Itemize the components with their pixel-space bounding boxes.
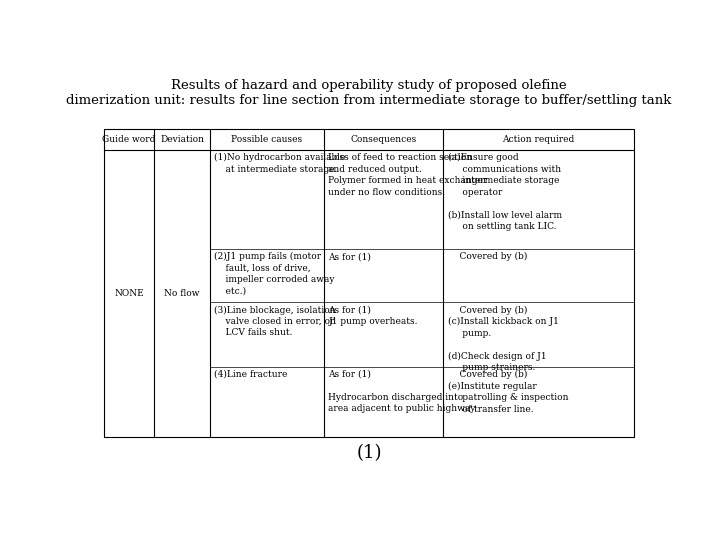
Text: NONE: NONE [114, 289, 144, 298]
Text: (1)No hydrocarbon available
    at intermediate storage.: (1)No hydrocarbon available at intermedi… [215, 153, 346, 174]
Text: Loss of feed to reaction section
and reduced output.
Polymer formed in heat exch: Loss of feed to reaction section and red… [328, 153, 487, 197]
Text: Action required: Action required [503, 135, 575, 144]
Text: Covered by (b): Covered by (b) [448, 252, 527, 261]
Text: Guide word: Guide word [102, 135, 156, 144]
Text: As for (1)
J1 pump overheats.: As for (1) J1 pump overheats. [328, 306, 418, 326]
Text: As for (1): As for (1) [328, 252, 372, 261]
Text: (1): (1) [356, 444, 382, 462]
Text: Deviation: Deviation [160, 135, 204, 144]
Text: As for (1)

Hydrocarbon discharged into
area adjacent to public highway.: As for (1) Hydrocarbon discharged into a… [328, 370, 477, 413]
Text: (3)Line blockage, isolation
    valve closed in error, or
    LCV fails shut.: (3)Line blockage, isolation valve closed… [215, 306, 336, 338]
Text: dimerization unit: results for line section from intermediate storage to buffer/: dimerization unit: results for line sect… [66, 94, 672, 107]
Text: Covered by (b)
(c)Install kickback on J1
     pump.

(d)Check design of J1
     : Covered by (b) (c)Install kickback on J1… [448, 306, 559, 372]
Text: No flow: No flow [164, 289, 200, 298]
Text: Consequences: Consequences [351, 135, 417, 144]
Text: (4)Line fracture: (4)Line fracture [215, 370, 288, 379]
Text: Results of hazard and operability study of proposed olefine: Results of hazard and operability study … [171, 79, 567, 92]
Text: Covered by (b)
(e)Institute regular
     patrolling & inspection
     of transfe: Covered by (b) (e)Institute regular patr… [448, 370, 568, 414]
Text: (2)J1 pump fails (motor
    fault, loss of drive,
    impeller corroded away
   : (2)J1 pump fails (motor fault, loss of d… [215, 252, 335, 296]
Text: (a)Ensure good
     communications with
     intermediate storage
     operator
: (a)Ensure good communications with inter… [448, 153, 562, 231]
Text: Possible causes: Possible causes [231, 135, 302, 144]
